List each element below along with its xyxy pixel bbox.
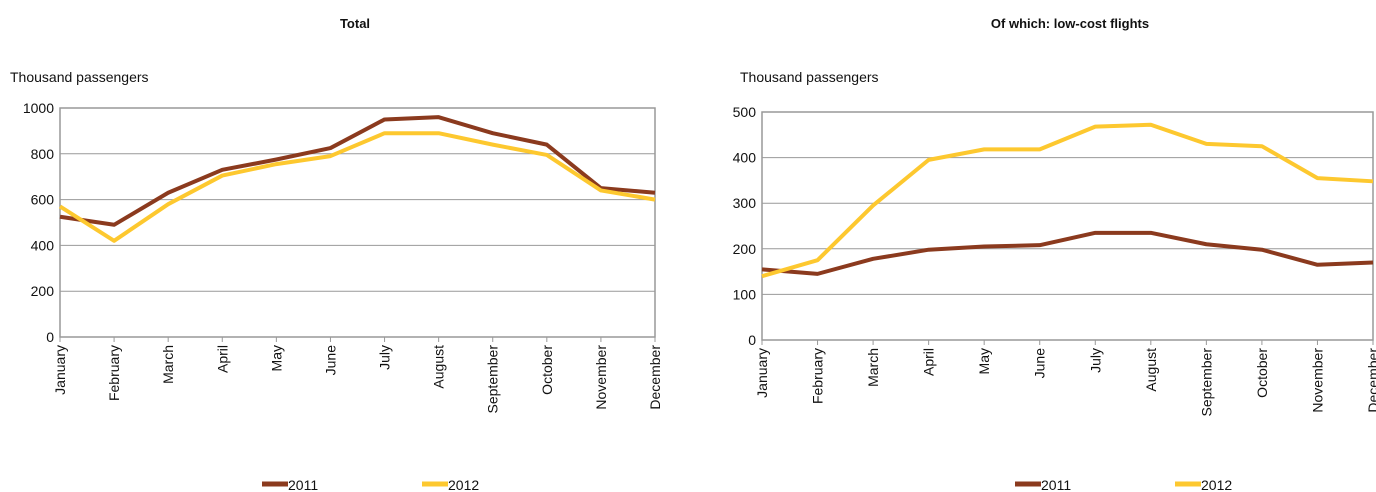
plot-frame bbox=[761, 111, 1374, 341]
plot-frame bbox=[59, 107, 656, 338]
y-tick-label: 0 bbox=[46, 329, 54, 345]
y-tick-label: 300 bbox=[733, 195, 757, 211]
y-axis-label: Thousand passengers bbox=[740, 69, 879, 85]
chart-title: Total bbox=[340, 16, 370, 31]
x-tick-label: December bbox=[1365, 348, 1376, 413]
x-tick-label: July bbox=[377, 345, 393, 370]
x-tick-label: July bbox=[1087, 348, 1103, 373]
x-tick-label: June bbox=[322, 345, 338, 376]
x-tick-label: December bbox=[647, 345, 663, 410]
y-tick-label: 200 bbox=[31, 283, 55, 299]
y-tick-label: 400 bbox=[733, 150, 757, 166]
legend-label: 2011 bbox=[288, 477, 318, 492]
line-series bbox=[58, 131, 656, 243]
y-tick-label: 600 bbox=[31, 192, 55, 208]
x-tick-label: May bbox=[268, 345, 284, 371]
y-tick-label: 0 bbox=[748, 332, 756, 348]
chart-title: Of which: low-cost flights bbox=[991, 16, 1149, 31]
line-series bbox=[761, 230, 1374, 276]
x-tick-label: March bbox=[865, 348, 881, 387]
y-tick-label: 100 bbox=[733, 286, 757, 302]
x-tick-label: November bbox=[593, 345, 609, 410]
y-tick-label: 400 bbox=[31, 237, 55, 253]
x-tick-label: April bbox=[214, 345, 230, 373]
x-tick-label: January bbox=[754, 348, 770, 398]
line-series bbox=[761, 122, 1374, 279]
line-series bbox=[59, 115, 656, 227]
legend-label: 2011 bbox=[1041, 477, 1071, 492]
x-tick-label: November bbox=[1309, 348, 1325, 413]
y-axis-label: Thousand passengers bbox=[10, 69, 149, 85]
x-tick-label: August bbox=[1143, 348, 1159, 392]
x-tick-label: August bbox=[431, 345, 447, 389]
x-tick-label: May bbox=[976, 348, 992, 374]
x-tick-label: October bbox=[1254, 348, 1270, 398]
x-tick-label: September bbox=[485, 345, 501, 414]
x-tick-label: October bbox=[539, 345, 555, 395]
x-tick-label: January bbox=[52, 345, 68, 395]
y-tick-label: 1000 bbox=[23, 100, 54, 116]
y-tick-label: 800 bbox=[31, 146, 55, 162]
x-tick-label: June bbox=[1032, 348, 1048, 379]
x-tick-label: February bbox=[810, 348, 826, 404]
x-tick-label: September bbox=[1198, 348, 1214, 417]
x-tick-label: February bbox=[106, 345, 122, 401]
y-tick-label: 200 bbox=[733, 241, 757, 257]
legend-label: 2012 bbox=[448, 477, 479, 492]
y-tick-label: 500 bbox=[733, 104, 757, 120]
x-tick-label: March bbox=[160, 345, 176, 384]
legend-label: 2012 bbox=[1201, 477, 1232, 492]
x-tick-label: April bbox=[921, 348, 937, 376]
